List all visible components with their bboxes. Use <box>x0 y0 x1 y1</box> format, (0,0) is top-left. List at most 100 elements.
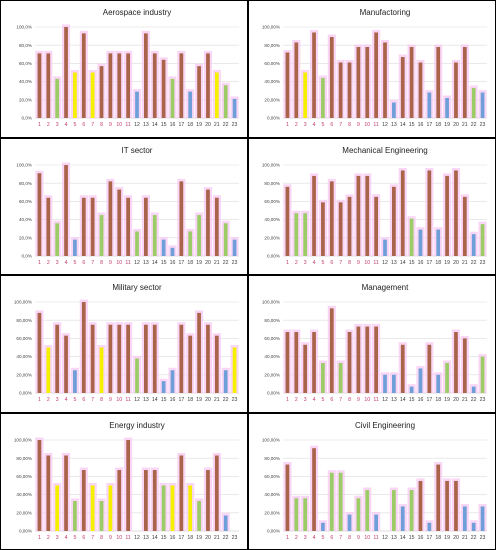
chart-panel-management: Management 0,00% 20,00% 40,00% 60,00% 80,00% 1… <box>248 275 496 413</box>
bar <box>81 469 86 531</box>
x-tick-label: 3 <box>304 535 307 541</box>
bar <box>206 53 210 118</box>
y-tick-label: 60,00% <box>264 336 280 341</box>
x-tick-label: 20 <box>453 260 459 266</box>
y-tick-label: 0,00% <box>19 391 32 396</box>
bar <box>365 489 370 531</box>
chart-svg: Civil Engineering 0,00% 20,00% 40,00% 60,00%… <box>262 421 487 541</box>
bar <box>90 485 95 531</box>
bar <box>232 347 237 393</box>
bar <box>152 469 157 531</box>
bar <box>347 62 352 118</box>
chart-svg: Mechanical Engineering 0,00% 20,00% 40,00% 6… <box>262 146 487 266</box>
bar <box>55 485 60 531</box>
x-tick-label: 9 <box>109 122 112 128</box>
bar <box>161 381 166 393</box>
x-tick-label: 16 <box>170 397 176 403</box>
bar <box>365 326 370 393</box>
bar <box>81 33 86 119</box>
x-tick-label: 17 <box>426 122 432 128</box>
bar <box>197 312 201 393</box>
y-tick-label: 0,0% <box>22 253 32 258</box>
y-tick-label: 20,00% <box>16 372 32 377</box>
bar <box>294 497 299 531</box>
x-tick-label: 7 <box>339 260 342 266</box>
x-tick-label: 3 <box>304 397 307 403</box>
x-tick-label: 15 <box>409 122 415 128</box>
x-tick-label: 15 <box>161 122 167 128</box>
chart-svg: Military sector 0,00% 20,00% 40,00% 60,00% 80… <box>14 283 239 403</box>
bar <box>400 344 405 393</box>
bar <box>223 515 228 531</box>
x-tick-label: 19 <box>196 535 202 541</box>
x-tick-label: 12 <box>134 122 140 128</box>
x-tick-label: 17 <box>426 535 432 541</box>
x-tick-label: 21 <box>462 397 468 403</box>
bar <box>99 66 104 118</box>
y-tick-label: 60,0% <box>19 61 32 66</box>
bar <box>117 53 122 118</box>
x-tick-label: 14 <box>400 397 406 403</box>
bar <box>409 489 414 531</box>
chart-panel-military-sector: Military sector 0,00% 20,00% 40,00% 60,00% 80… <box>0 275 248 413</box>
bar <box>126 439 130 531</box>
x-tick-label: 23 <box>232 535 238 541</box>
x-tick-label: 20 <box>205 122 211 128</box>
x-tick-label: 4 <box>313 397 316 403</box>
y-tick-label: 80,0% <box>19 180 32 185</box>
x-tick-label: 10 <box>364 122 370 128</box>
x-tick-label: 19 <box>196 260 202 266</box>
y-tick-label: 20,00% <box>16 510 32 515</box>
x-tick-label: 8 <box>348 397 351 403</box>
x-tick-label: 15 <box>161 260 167 266</box>
x-tick-label: 9 <box>109 535 112 541</box>
bar <box>356 326 361 393</box>
bar <box>356 497 361 531</box>
bar <box>144 33 148 119</box>
bar <box>55 324 60 393</box>
bar <box>392 186 396 256</box>
x-tick-label: 5 <box>321 397 324 403</box>
y-tick-label: 0,00% <box>267 391 280 396</box>
bar <box>303 497 308 531</box>
y-tick-label: 80,00% <box>264 455 280 460</box>
x-tick-label: 21 <box>214 397 220 403</box>
chart-panel-aerospace: Aerospace industry 0,0% 20,0% 40,0% 60,0% 80,… <box>0 0 248 138</box>
x-tick-label: 6 <box>330 260 333 266</box>
bar <box>321 522 325 531</box>
y-tick-label: 100,00% <box>262 25 280 30</box>
bar <box>400 57 405 118</box>
bar <box>179 53 184 118</box>
y-tick-label: 0,00% <box>19 528 32 533</box>
bar <box>294 212 299 256</box>
x-tick-label: 18 <box>435 397 441 403</box>
x-tick-label: 15 <box>161 535 167 541</box>
bar <box>108 324 113 393</box>
x-tick-label: 21 <box>462 260 468 266</box>
bar <box>161 485 166 531</box>
bar <box>197 66 201 118</box>
x-tick-label: 14 <box>400 535 406 541</box>
y-tick-label: 60,00% <box>264 61 280 66</box>
x-tick-label: 17 <box>178 122 184 128</box>
y-tick-label: 60,00% <box>16 336 32 341</box>
bar <box>46 53 51 118</box>
x-tick-label: 14 <box>152 535 158 541</box>
bar <box>73 370 77 393</box>
x-tick-label: 5 <box>321 260 324 266</box>
x-tick-label: 22 <box>223 397 229 403</box>
bar <box>135 230 139 256</box>
y-tick-label: 80,00% <box>16 455 32 460</box>
x-tick-label: 12 <box>134 260 140 266</box>
bar <box>179 454 184 531</box>
bar <box>409 386 414 393</box>
bar <box>81 197 86 256</box>
bar <box>99 500 104 531</box>
bar <box>329 308 334 393</box>
x-tick-label: 4 <box>65 122 68 128</box>
bar <box>285 52 290 119</box>
y-tick-label: 100,0% <box>16 25 32 30</box>
y-tick-label: 60,00% <box>16 474 32 479</box>
bar <box>471 386 476 393</box>
